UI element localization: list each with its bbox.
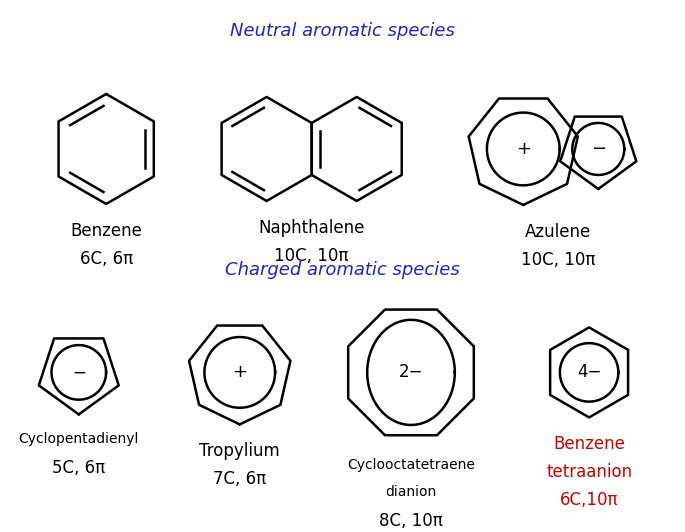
Text: Tropylium: Tropylium bbox=[199, 443, 280, 460]
Text: Charged aromatic species: Charged aromatic species bbox=[225, 261, 460, 279]
Text: 5C, 6π: 5C, 6π bbox=[52, 460, 105, 477]
Text: Cyclopentadienyl: Cyclopentadienyl bbox=[18, 433, 139, 446]
Text: +: + bbox=[516, 140, 531, 158]
Text: 7C, 6π: 7C, 6π bbox=[213, 470, 266, 488]
Text: 6C, 6π: 6C, 6π bbox=[79, 250, 133, 268]
Text: 10C, 10π: 10C, 10π bbox=[275, 247, 349, 265]
Text: 6C,10π: 6C,10π bbox=[560, 492, 619, 510]
Text: Benzene: Benzene bbox=[553, 435, 625, 453]
Text: 4−: 4− bbox=[577, 363, 601, 381]
Text: dianion: dianion bbox=[386, 485, 436, 500]
Text: −: − bbox=[590, 140, 606, 158]
Text: +: + bbox=[232, 363, 247, 381]
Text: Azulene: Azulene bbox=[525, 223, 591, 241]
Text: Cyclooctatetraene: Cyclooctatetraene bbox=[347, 459, 475, 472]
Text: −: − bbox=[72, 363, 86, 381]
Text: tetraanion: tetraanion bbox=[546, 463, 632, 481]
Text: 10C, 10π: 10C, 10π bbox=[521, 251, 595, 269]
Text: Benzene: Benzene bbox=[71, 222, 142, 240]
Text: 2−: 2− bbox=[399, 363, 423, 381]
Text: 8C, 10π: 8C, 10π bbox=[379, 512, 443, 530]
Text: Naphthalene: Naphthalene bbox=[258, 219, 365, 237]
Text: Neutral aromatic species: Neutral aromatic species bbox=[230, 22, 455, 40]
